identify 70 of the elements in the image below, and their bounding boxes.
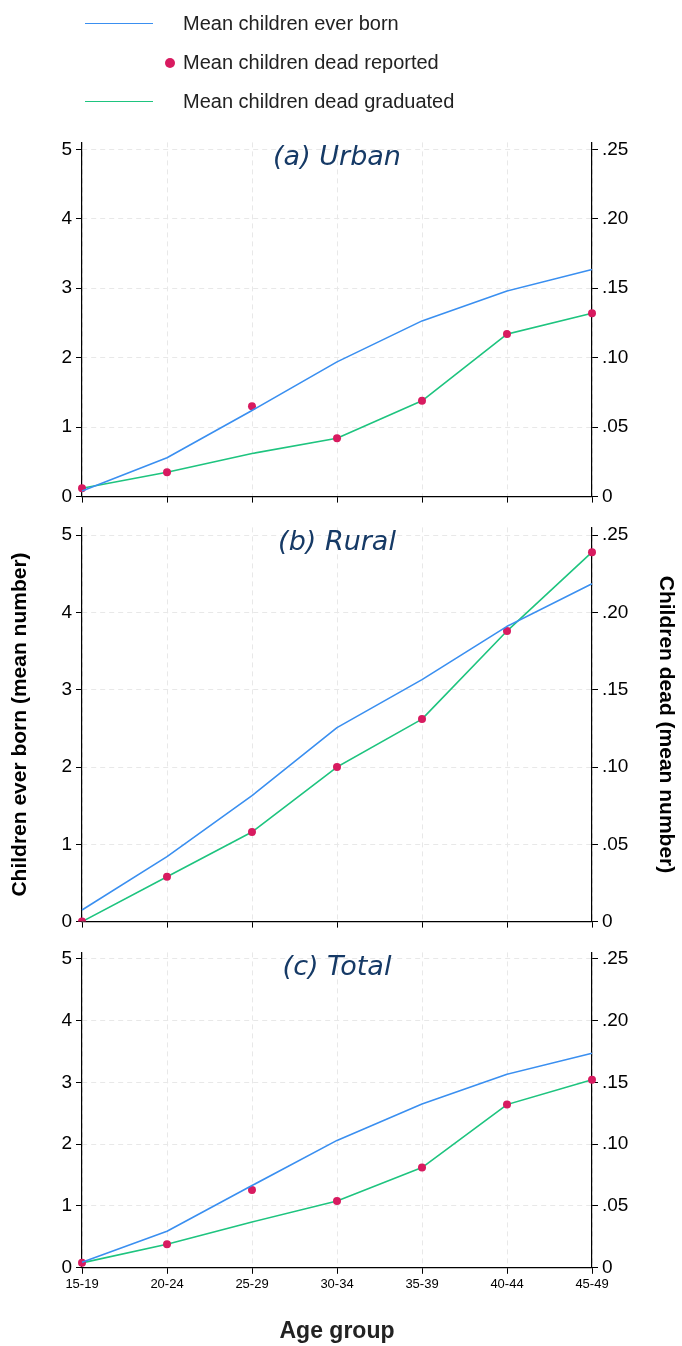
point [503,1100,511,1109]
x-tick-label: 30-34 [320,1276,354,1292]
legend-label: Mean children dead graduated [183,90,455,113]
point [418,396,426,405]
point [588,1075,596,1084]
point [418,715,426,724]
y2-tick-label: .20 [602,1008,629,1030]
y2-tick-label: .25 [602,137,629,159]
y-tick-label: 0 [61,484,72,506]
y-tick-label: 4 [61,1008,73,1030]
x-tick-label: 20-24 [150,1276,184,1292]
point [588,309,596,318]
point [248,1185,256,1194]
y-tick-label: 4 [61,207,73,229]
point [163,468,171,477]
y-tick-label: 1 [61,1194,72,1216]
y-tick-label: 5 [61,523,72,545]
y-tick-label: 2 [61,345,72,367]
x-tick-label: 40-44 [490,1276,524,1292]
y2-axis-title: Children dead (mean number) [655,575,679,874]
y2-tick-label: .10 [602,1132,629,1154]
chart-title: (c) Total [282,949,392,981]
y-tick-label: 3 [61,276,72,298]
y-tick-label: 2 [61,1132,72,1154]
y2-tick-label: .20 [602,600,629,622]
point [163,1240,171,1249]
point [333,763,341,772]
y-tick-label: 5 [61,946,72,968]
x-axis-title: Age group [279,1316,395,1343]
y2-tick-label: .15 [602,1070,629,1092]
y2-tick-label: .05 [602,415,629,437]
y2-tick-label: .10 [602,345,629,367]
y2-tick-label: .25 [602,946,629,968]
y2-tick-label: .10 [602,755,629,777]
x-tick-label: 45-49 [575,1276,609,1292]
y-axis-title: Children ever born (mean number) [7,552,31,897]
y2-tick-label: .05 [602,832,629,854]
point [333,434,341,443]
y-tick-label: 2 [61,755,72,777]
x-tick-label: 15-19 [65,1276,99,1292]
point [503,330,511,339]
y2-tick-label: 0 [602,1256,613,1278]
legend-label: Mean children dead reported [183,51,439,74]
point [418,1163,426,1172]
y2-tick-label: .25 [602,523,629,545]
y2-tick-label: .20 [602,207,629,229]
y-tick-label: 3 [61,677,72,699]
point [503,626,511,635]
y2-tick-label: .15 [602,677,629,699]
point [588,548,596,557]
chart-title: (a) Urban [273,139,401,171]
point [248,827,256,836]
y-tick-label: 1 [61,415,72,437]
point [163,872,171,881]
x-tick-label: 25-29 [235,1276,269,1292]
y-tick-label: 5 [61,137,72,159]
y2-tick-label: .05 [602,1194,629,1216]
y-tick-label: 1 [61,832,72,854]
y2-tick-label: 0 [602,484,613,506]
y2-tick-label: .15 [602,276,629,298]
point [333,1197,341,1206]
point [248,402,256,411]
y-tick-label: 0 [61,1256,72,1278]
y-tick-label: 0 [61,909,72,931]
y-tick-label: 4 [61,600,73,622]
x-tick-label: 35-39 [405,1276,439,1292]
chart-title: (b) Rural [278,524,397,556]
legend-label: Mean children ever born [183,12,399,35]
y-tick-label: 3 [61,1070,72,1092]
y2-tick-label: 0 [602,909,613,931]
